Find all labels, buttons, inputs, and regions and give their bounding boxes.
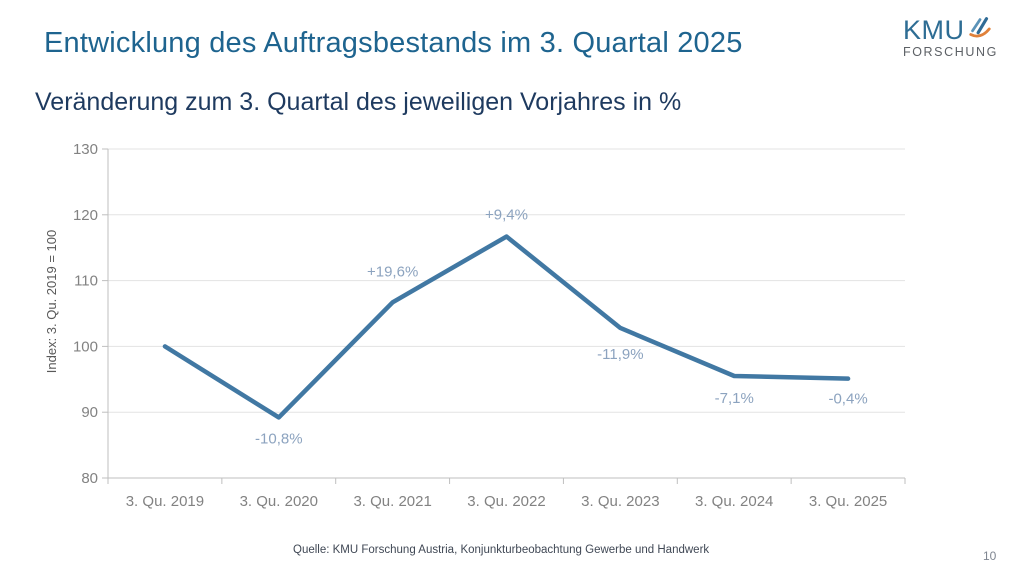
source-note: Quelle: KMU Forschung Austria, Konjunktu… (293, 544, 710, 556)
logo-top-row: KMU (903, 15, 1013, 45)
kmu-forschung-logo: KMU FORSCHUNG (903, 15, 1013, 60)
x-tick-label: 3. Qu. 2024 (695, 493, 773, 510)
y-axis-title: Index: 3. Qu. 2019 = 100 (44, 230, 59, 373)
x-tick-label: 3. Qu. 2025 (809, 493, 887, 510)
logo-text: KMU (903, 15, 965, 45)
page-title: Entwicklung des Auftragsbestands im 3. Q… (44, 27, 743, 59)
y-tick-label: 130 (73, 141, 98, 158)
data-point-label: -0,4% (828, 391, 867, 408)
y-tick-label: 110 (74, 273, 98, 290)
page-number: 10 (983, 549, 997, 563)
data-point-label: +9,4% (485, 207, 528, 224)
data-point-label: +19,6% (367, 263, 418, 280)
x-tick-label: 3. Qu. 2023 (581, 493, 659, 510)
y-tick-label: 90 (81, 404, 98, 421)
y-tick-label: 100 (73, 338, 98, 355)
x-tick-label: 3. Qu. 2021 (353, 493, 431, 510)
x-tick-label: 3. Qu. 2022 (467, 493, 545, 510)
x-tick-label: 3. Qu. 2019 (126, 493, 204, 510)
data-line (162, 234, 851, 420)
data-point-label: -11,9% (597, 346, 643, 363)
data-point-label: -7,1% (715, 390, 754, 407)
quill-leaf-icon (968, 17, 991, 38)
y-tick-label: 80 (81, 470, 98, 487)
page-subtitle: Veränderung zum 3. Quartal des jeweilige… (35, 88, 682, 116)
y-tick-label: 120 (73, 207, 98, 224)
data-point-label: -10,8% (255, 430, 303, 447)
x-tick-label: 3. Qu. 2020 (240, 493, 318, 510)
logo-subtext: FORSCHUNG (903, 45, 998, 59)
